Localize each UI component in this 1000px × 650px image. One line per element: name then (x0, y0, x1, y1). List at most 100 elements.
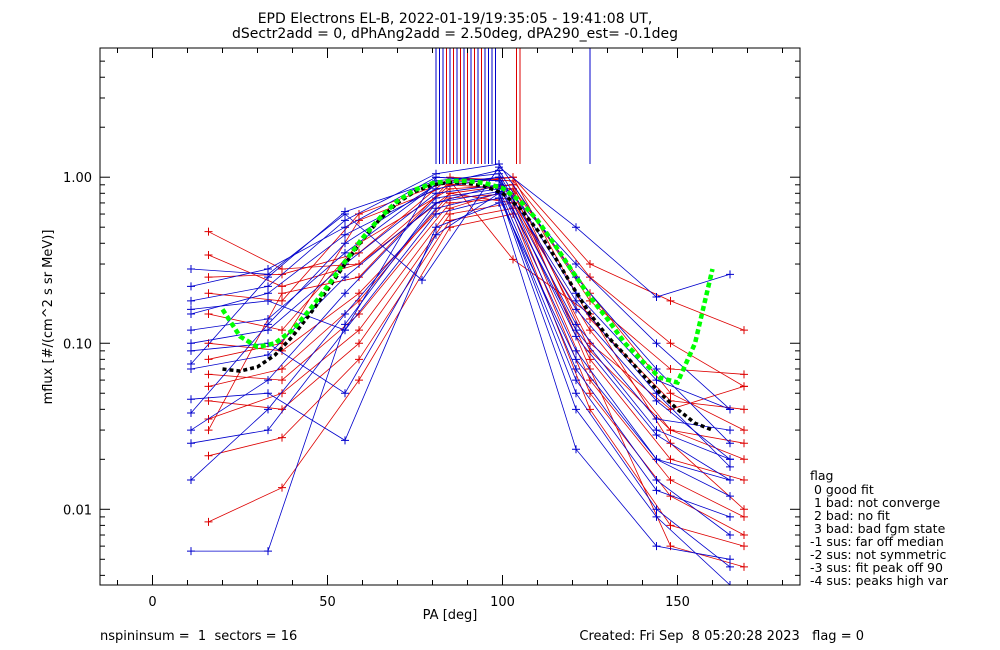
blue-data-point (652, 426, 661, 435)
blue-data-point (572, 346, 580, 355)
blue-data-point (726, 492, 734, 501)
red-series-line (208, 213, 745, 547)
red-data-point (355, 289, 363, 298)
plot-area (187, 48, 748, 585)
red-data-point (204, 227, 213, 236)
red-data-point (666, 296, 675, 305)
blue-series-line (190, 192, 731, 585)
red-data-point (740, 505, 748, 514)
blue-series-line (190, 188, 731, 536)
red-data-point (666, 521, 675, 530)
blue-data-point (264, 326, 272, 335)
blue-data-point (432, 210, 440, 219)
red-data-point (355, 376, 363, 385)
blue-data-point (341, 273, 349, 282)
blue-series-line (190, 202, 731, 560)
blue-data-point (264, 296, 272, 305)
red-data-point (204, 426, 213, 435)
red-data-point (509, 173, 517, 182)
red-data-point (586, 364, 594, 373)
red-data-point (204, 273, 213, 282)
red-data-point (204, 382, 213, 391)
blue-data-point (187, 426, 195, 435)
red-data-point (740, 542, 748, 551)
red-data-point (586, 389, 594, 398)
footer-right: Created: Fri Sep 8 05:20:28 2023 flag = … (579, 629, 864, 644)
red-data-point (278, 389, 286, 398)
blue-data-point (652, 339, 661, 348)
blue-data-point (652, 505, 661, 514)
blue-data-point (726, 439, 734, 448)
blue-data-point (652, 396, 661, 405)
red-data-point (740, 326, 748, 335)
x-tick-label: 0 (148, 595, 156, 610)
legend-item: -4 sus: peaks high var (810, 573, 949, 588)
blue-data-point (726, 476, 734, 485)
blue-data-point (726, 581, 734, 585)
blue-data-point (572, 355, 580, 364)
red-data-point (586, 355, 594, 364)
red-data-point (666, 426, 675, 435)
blue-data-point (652, 414, 661, 423)
blue-data-point (652, 512, 661, 521)
y-tick-label: 1.00 (63, 171, 92, 186)
red-data-point (355, 326, 363, 335)
chart-title-line-1: EPD Electrons EL-B, 2022-01-19/19:35:05 … (258, 11, 653, 27)
blue-data-point (432, 173, 440, 182)
blue-data-point (652, 486, 661, 495)
legend-item: 3 bad: bad fgm state (810, 521, 946, 536)
legend-item: -2 sus: not symmetric (810, 547, 946, 562)
blue-series-line (190, 184, 731, 497)
red-series-line (208, 197, 745, 481)
red-data-point (740, 476, 748, 485)
red-series-line (208, 202, 745, 518)
blue-data-point (572, 405, 580, 414)
footer-left: nspininsum = 1 sectors = 16 (100, 629, 297, 644)
x-tick-label: 150 (665, 595, 690, 610)
blue-data-point (341, 326, 349, 335)
blue-data-point (341, 389, 349, 398)
blue-data-point (264, 350, 272, 359)
red-data-point (278, 282, 286, 291)
x-tick-label: 50 (319, 595, 336, 610)
red-series-line (208, 180, 745, 510)
blue-data-point (264, 389, 272, 398)
red-series-line (208, 184, 745, 444)
blue-data-point (187, 476, 195, 485)
blue-data-point (187, 305, 195, 314)
red-data-point (204, 370, 213, 379)
blue-series-line (190, 176, 731, 468)
red-series-line (208, 192, 745, 460)
red-data-point (278, 296, 286, 305)
red-data-point (740, 426, 748, 435)
blue-data-point (726, 455, 734, 464)
axes: 0 50 100 150 0.01 0.10 1.00 (63, 47, 800, 610)
blue-data-point (341, 239, 349, 248)
red-data-point (204, 355, 213, 364)
blue-data-point (726, 531, 734, 540)
legend-item: 2 bad: no fit (810, 508, 890, 523)
red-data-point (586, 260, 594, 269)
red-data-point (278, 289, 286, 298)
blue-series-line (190, 176, 731, 410)
red-series-line (208, 192, 745, 410)
blue-data-point (726, 555, 734, 564)
red-data-point (740, 370, 748, 379)
blue-series-line (190, 197, 731, 481)
blue-data-point (264, 405, 272, 414)
blue-data-point (264, 314, 272, 323)
blue-data-point (187, 395, 195, 404)
legend-item: -3 sus: fit peak off 90 (810, 560, 943, 575)
red-data-point (355, 355, 363, 364)
blue-data-point (652, 476, 661, 485)
blue-data-point (187, 439, 195, 448)
blue-data-point (341, 289, 349, 298)
blue-data-point (572, 305, 580, 314)
fit-curve-black (222, 180, 714, 432)
blue-data-point (572, 364, 580, 373)
blue-data-point (652, 292, 661, 301)
blue-data-point (432, 230, 440, 239)
blue-data-point (341, 223, 349, 232)
red-data-point (204, 251, 213, 260)
